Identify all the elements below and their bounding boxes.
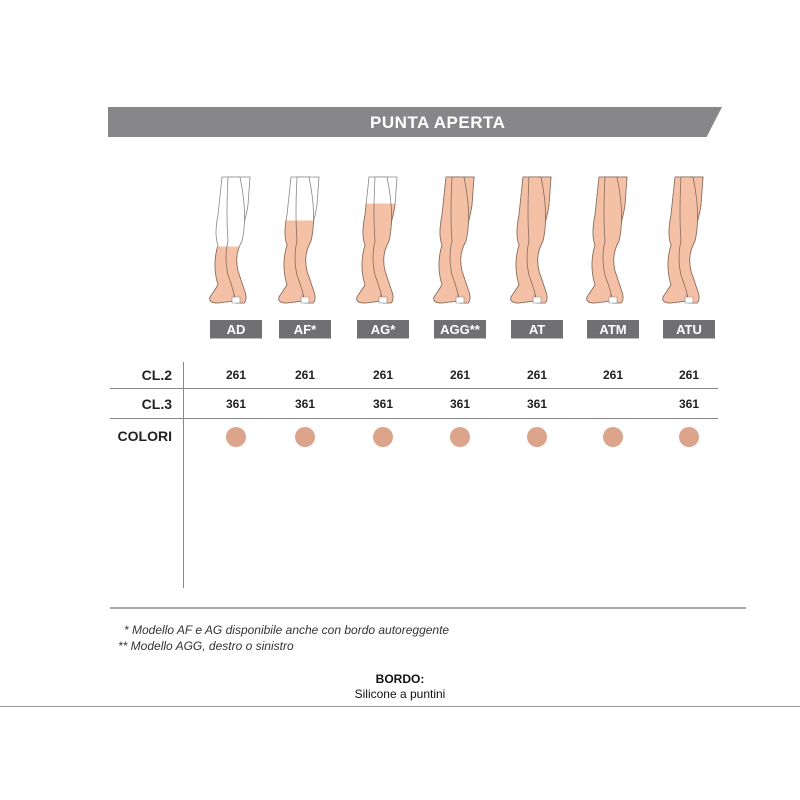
leg-illustration-4 <box>510 176 552 304</box>
leg-illustration-3 <box>433 176 475 304</box>
bordo-label: BORDO: <box>375 672 425 686</box>
model-label: AT <box>511 320 563 339</box>
color-swatch <box>603 427 623 447</box>
row-divider <box>110 388 718 389</box>
cl2-value: 261 <box>678 368 700 382</box>
row-label-cl2: CL.2 <box>141 367 172 383</box>
model-label: AF* <box>279 320 331 339</box>
color-swatch <box>295 427 315 447</box>
leg-illustration-0 <box>209 176 251 304</box>
color-swatch <box>679 427 699 447</box>
section-banner: PUNTA APERTA <box>108 107 722 137</box>
cl2-value: 261 <box>526 368 548 382</box>
cl2-value: 261 <box>449 368 471 382</box>
leg-illustration-6 <box>662 176 704 304</box>
row-label-colori: COLORI <box>117 428 172 444</box>
row-label-cl3: CL.3 <box>141 396 172 412</box>
model-label: AD <box>210 320 262 339</box>
cl3-value: 361 <box>372 397 394 411</box>
footer-divider <box>110 607 746 609</box>
row-divider <box>110 418 718 419</box>
page-divider <box>0 706 800 707</box>
leg-illustration-5 <box>586 176 628 304</box>
color-swatch <box>373 427 393 447</box>
footnote-1: * Modello AF e AG disponibile anche con … <box>124 623 450 637</box>
model-label: ATU <box>663 320 715 339</box>
cl3-value: 361 <box>225 397 247 411</box>
model-label: AGG** <box>434 320 486 339</box>
leg-illustration-1 <box>278 176 320 304</box>
model-label: AG* <box>357 320 409 339</box>
cl3-value: 361 <box>678 397 700 411</box>
column-divider <box>183 362 184 588</box>
color-swatch <box>450 427 470 447</box>
cl3-value: 361 <box>526 397 548 411</box>
section-title: PUNTA APERTA <box>370 113 506 132</box>
cl2-value: 261 <box>294 368 316 382</box>
footnote-2: ** Modello AGG, destro o sinistro <box>118 639 294 653</box>
cl2-value: 261 <box>372 368 394 382</box>
cl3-value: 361 <box>294 397 316 411</box>
cl2-value: 261 <box>602 368 624 382</box>
model-label: ATM <box>587 320 639 339</box>
color-swatch <box>527 427 547 447</box>
color-swatch <box>226 427 246 447</box>
cl3-value: 361 <box>449 397 471 411</box>
cl2-value: 261 <box>225 368 247 382</box>
bordo-value: Silicone a puntini <box>354 687 446 701</box>
leg-illustration-2 <box>356 176 398 304</box>
